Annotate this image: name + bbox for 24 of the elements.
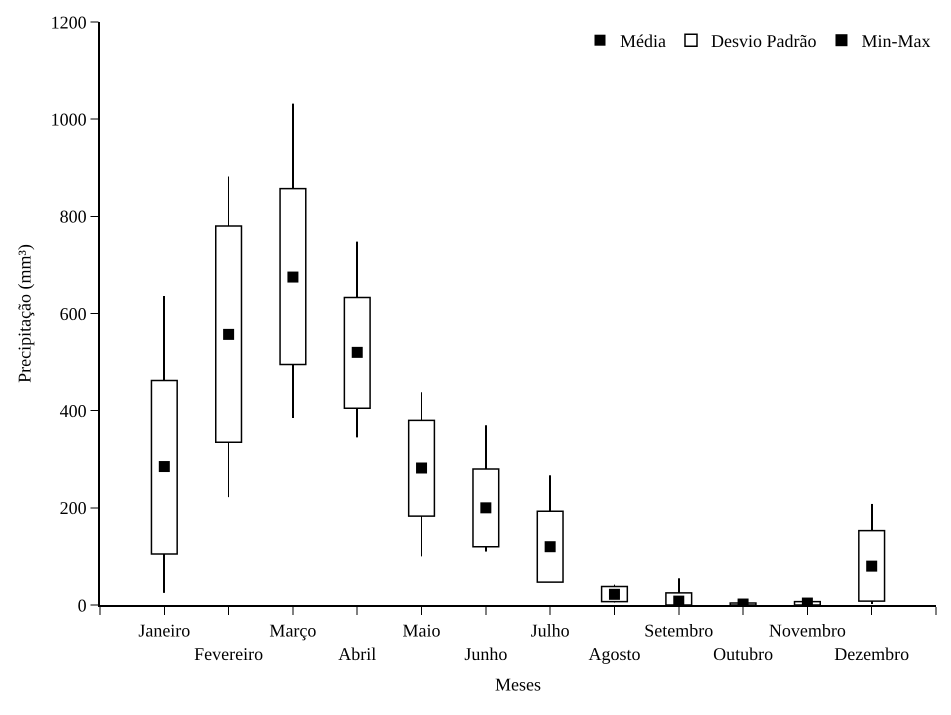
x-tick-label: Maio [402, 620, 441, 640]
x-tick-label: Outubro [713, 644, 774, 664]
x-tick-label: Fevereiro [194, 644, 264, 664]
legend-label: Média [620, 31, 666, 52]
x-tick-label: Dezembro [834, 644, 910, 664]
legend-label: Desvio Padrão [710, 31, 816, 52]
y-tick-label: 1000 [50, 109, 87, 130]
y-axis-title: Precipitação (mm³) [14, 244, 34, 383]
x-tick-label: Junho [464, 644, 508, 664]
x-axis-title: Meses [495, 674, 541, 694]
y-tick-label: 0 [78, 595, 87, 616]
y-tick-label: 600 [60, 304, 87, 324]
x-tick-label: Agosto [588, 644, 640, 664]
x-tick-label: Julho [530, 620, 570, 640]
y-tick-label: 1200 [50, 12, 87, 32]
legend-label: Min-Max [861, 31, 930, 52]
x-tick-label: Março [269, 620, 316, 640]
x-tick-label: Setembro [644, 620, 714, 640]
y-tick-label: 800 [60, 206, 87, 227]
y-tick-label: 200 [60, 498, 87, 518]
y-tick-label: 400 [60, 400, 87, 421]
x-tick-label: Novembro [768, 620, 846, 640]
x-tick-label: Abril [338, 644, 376, 664]
x-tick-label: Janeiro [138, 620, 190, 640]
